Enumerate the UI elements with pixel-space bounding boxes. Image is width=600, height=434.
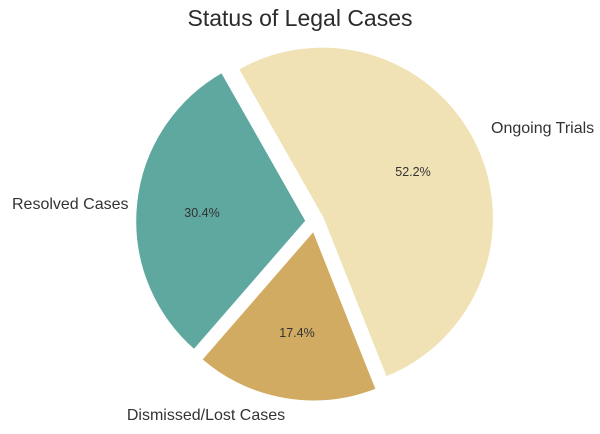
svg-text:52.2%: 52.2%: [395, 165, 430, 179]
svg-text:Resolved Cases: Resolved Cases: [12, 196, 129, 213]
svg-text:Ongoing Trials: Ongoing Trials: [491, 120, 594, 137]
svg-text:17.4%: 17.4%: [279, 326, 314, 340]
svg-text:Dismissed/Lost Cases: Dismissed/Lost Cases: [127, 407, 285, 424]
svg-text:30.4%: 30.4%: [184, 206, 219, 220]
